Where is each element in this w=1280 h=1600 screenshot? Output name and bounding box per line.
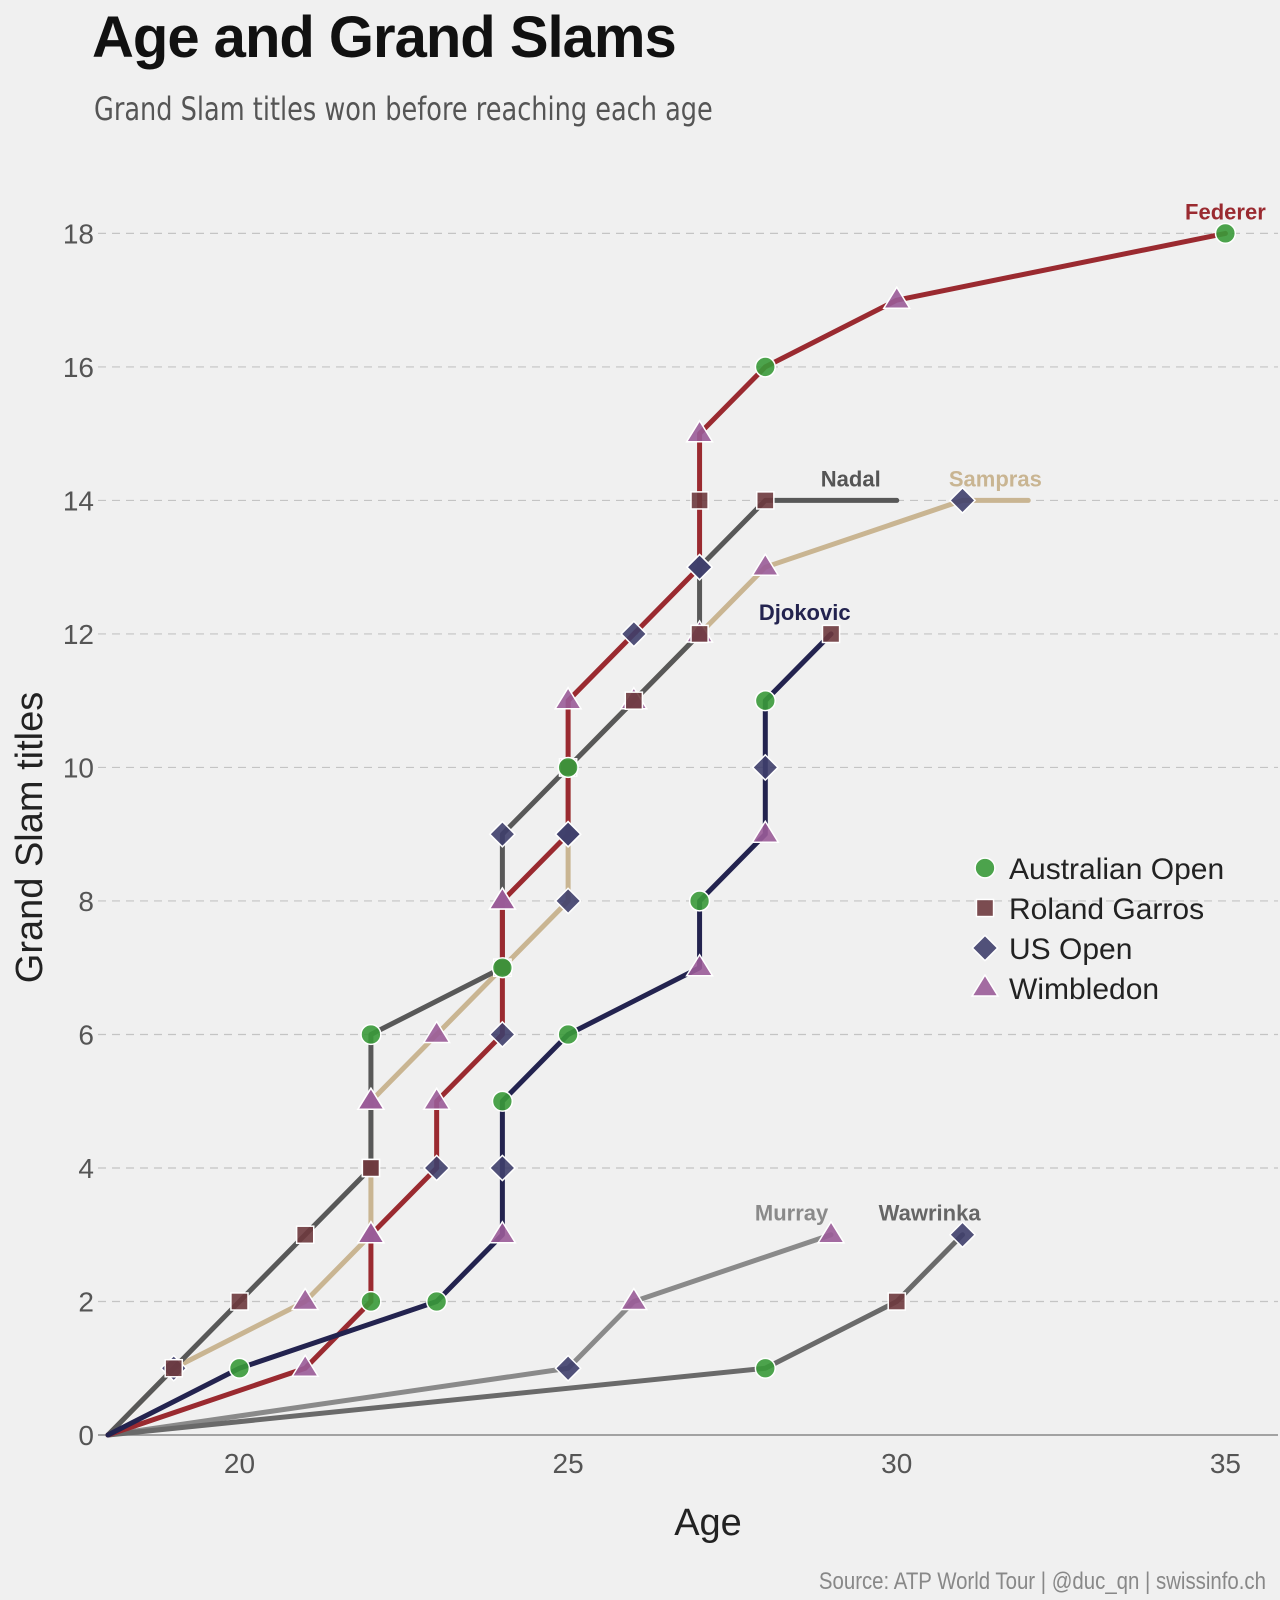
data-point-nadal xyxy=(164,1358,184,1378)
data-point-djokovic xyxy=(557,1023,579,1046)
legend-marker-rg xyxy=(975,898,995,918)
series-line-wawrinka xyxy=(105,1232,965,1438)
y-tick-label: 2 xyxy=(78,1286,94,1317)
legend-label: Roland Garros xyxy=(1009,893,1204,926)
x-tick-label: 25 xyxy=(553,1448,584,1479)
data-point-sampras xyxy=(422,1020,451,1044)
legend-marker-ao xyxy=(974,857,996,879)
series-label-djokovic: Djokovic xyxy=(759,600,851,625)
data-point-federer xyxy=(557,756,579,779)
x-tick-label: 35 xyxy=(1210,1448,1241,1479)
data-point-nadal xyxy=(360,1023,382,1046)
data-point-djokovic xyxy=(426,1290,448,1313)
data-point-federer xyxy=(553,686,583,710)
data-point-murray xyxy=(619,1287,649,1311)
series-line-sampras xyxy=(105,497,1031,1438)
data-point-nadal xyxy=(624,691,644,710)
data-point-wawrinka xyxy=(948,1221,977,1249)
data-point-federer xyxy=(422,1086,451,1111)
data-point-federer xyxy=(620,620,648,648)
data-point-federer xyxy=(491,957,514,979)
data-point-nadal xyxy=(230,1292,249,1311)
data-point-sampras xyxy=(554,887,582,915)
legend-marker-w xyxy=(970,973,1000,997)
data-point-djokovic xyxy=(688,890,711,912)
data-point-federer xyxy=(882,285,912,309)
data-point-federer xyxy=(290,1353,320,1378)
y-axis-title: Grand Slam titles xyxy=(9,692,51,983)
data-point-djokovic xyxy=(685,953,714,977)
legend-label: Australian Open xyxy=(1009,853,1224,886)
chart-subtitle: Grand Slam titles won before reaching ea… xyxy=(94,90,713,128)
y-tick-label: 4 xyxy=(78,1153,94,1184)
data-point-federer xyxy=(360,1290,382,1313)
data-point-federer xyxy=(422,1154,451,1182)
x-axis-title: Age xyxy=(674,1502,742,1544)
data-point-nadal xyxy=(295,1225,315,1245)
data-point-nadal xyxy=(690,624,709,644)
legend-label: Wimbledon xyxy=(1009,973,1159,1006)
series-line-federer xyxy=(105,230,1228,1438)
legend-marker-us xyxy=(971,934,999,962)
data-point-federer xyxy=(1214,222,1237,245)
series-label-wawrinka: Wawrinka xyxy=(879,1201,982,1226)
x-tick-label: 30 xyxy=(881,1448,912,1479)
y-tick-label: 10 xyxy=(63,752,94,783)
data-point-djokovic xyxy=(750,819,780,843)
y-tick-label: 14 xyxy=(63,485,94,516)
series-label-federer: Federer xyxy=(1185,199,1266,224)
data-point-djokovic xyxy=(821,624,841,644)
chart-title: Age and Grand Slams xyxy=(92,5,677,70)
data-point-sampras xyxy=(290,1287,320,1311)
series-label-sampras: Sampras xyxy=(949,466,1042,491)
data-point-djokovic xyxy=(488,1220,517,1244)
y-tick-label: 16 xyxy=(63,352,94,383)
y-tick-label: 6 xyxy=(78,1019,94,1050)
y-tick-label: 0 xyxy=(78,1420,94,1451)
data-point-djokovic xyxy=(491,1090,514,1112)
y-tick-label: 8 xyxy=(78,886,94,917)
y-tick-label: 18 xyxy=(63,218,94,249)
data-point-federer xyxy=(754,356,776,378)
data-point-wawrinka xyxy=(887,1292,907,1311)
data-point-djokovic xyxy=(488,1154,517,1182)
data-point-federer xyxy=(488,1020,517,1049)
data-point-nadal xyxy=(356,1086,386,1111)
data-point-wawrinka xyxy=(754,1357,776,1379)
data-point-nadal xyxy=(756,491,775,510)
data-point-federer xyxy=(685,419,714,443)
data-point-federer xyxy=(690,491,709,510)
data-point-sampras xyxy=(750,552,780,576)
data-point-federer xyxy=(356,1220,386,1244)
data-point-federer xyxy=(488,886,517,910)
data-point-djokovic xyxy=(228,1357,251,1379)
data-point-nadal xyxy=(361,1158,381,1178)
series-line-murray xyxy=(105,1232,834,1438)
data-point-nadal xyxy=(488,820,517,848)
data-point-murray xyxy=(554,1354,582,1382)
x-tick-label: 20 xyxy=(224,1448,255,1479)
y-tick-label: 12 xyxy=(63,619,94,650)
series-label-nadal: Nadal xyxy=(821,466,881,491)
data-point-federer xyxy=(554,820,582,848)
source-credit: Source: ATP World Tour | @duc_qn | swiss… xyxy=(818,1568,1266,1595)
series-label-murray: Murray xyxy=(755,1201,829,1226)
data-point-djokovic xyxy=(754,690,776,712)
data-point-federer xyxy=(685,553,714,581)
data-point-murray xyxy=(816,1220,846,1244)
data-point-sampras xyxy=(948,486,977,515)
legend-label: US Open xyxy=(1009,933,1132,966)
data-point-djokovic xyxy=(751,753,779,782)
